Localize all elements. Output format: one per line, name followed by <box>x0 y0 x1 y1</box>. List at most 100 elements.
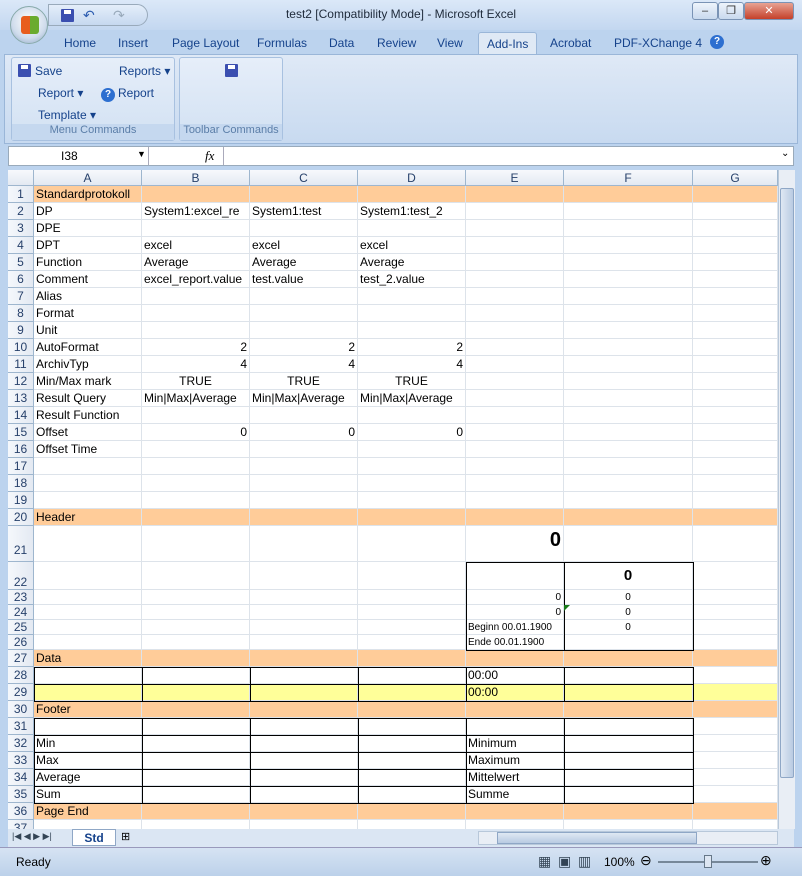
cell-E16[interactable] <box>466 441 564 458</box>
cell-C9[interactable] <box>250 322 358 339</box>
cell-G8[interactable] <box>693 305 778 322</box>
cell-G9[interactable] <box>693 322 778 339</box>
cell-G24[interactable] <box>693 605 778 620</box>
cell-B11[interactable]: 4 <box>142 356 250 373</box>
cell-C16[interactable] <box>250 441 358 458</box>
cell-F34[interactable] <box>564 769 693 786</box>
cell-D6[interactable]: test_2.value <box>358 271 466 288</box>
cell-A35[interactable]: Sum <box>34 786 142 803</box>
horizontal-scrollbar[interactable] <box>478 831 778 845</box>
cell-F18[interactable] <box>564 475 693 492</box>
cell-B17[interactable] <box>142 458 250 475</box>
row-header[interactable]: 19 <box>8 492 34 509</box>
cell-G27[interactable] <box>693 650 778 667</box>
cell-A17[interactable] <box>34 458 142 475</box>
cell-C36[interactable] <box>250 803 358 820</box>
row-header[interactable]: 32 <box>8 735 34 752</box>
cell-G7[interactable] <box>693 288 778 305</box>
cell-D11[interactable]: 4 <box>358 356 466 373</box>
cell-E35[interactable]: Summe <box>466 786 564 803</box>
cell-A30[interactable]: Footer <box>34 701 142 718</box>
row-header[interactable]: 24 <box>8 605 34 620</box>
cell-C5[interactable]: Average <box>250 254 358 271</box>
help-icon[interactable]: ? <box>710 35 724 49</box>
row-header[interactable]: 3 <box>8 220 34 237</box>
row-header[interactable]: 21 <box>8 526 34 562</box>
cell-F21[interactable] <box>564 526 693 562</box>
cell-A18[interactable] <box>34 475 142 492</box>
cell-A7[interactable]: Alias <box>34 288 142 305</box>
cell-B28[interactable] <box>142 667 250 684</box>
cell-F23[interactable]: 0 <box>564 590 693 605</box>
cell-C33[interactable] <box>250 752 358 769</box>
cell-A21[interactable] <box>34 526 142 562</box>
cell-C27[interactable] <box>250 650 358 667</box>
cell-C17[interactable] <box>250 458 358 475</box>
cell-E6[interactable] <box>466 271 564 288</box>
cell-G32[interactable] <box>693 735 778 752</box>
cell-B29[interactable] <box>142 684 250 701</box>
row-header[interactable]: 7 <box>8 288 34 305</box>
report-dropdown[interactable]: Report ▾ <box>38 86 84 100</box>
cell-G31[interactable] <box>693 718 778 735</box>
cell-F6[interactable] <box>564 271 693 288</box>
row-header[interactable]: 23 <box>8 590 34 605</box>
cell-F3[interactable] <box>564 220 693 237</box>
cell-G19[interactable] <box>693 492 778 509</box>
cell-E28[interactable]: 00:00 <box>466 667 564 684</box>
cell-G17[interactable] <box>693 458 778 475</box>
cell-F5[interactable] <box>564 254 693 271</box>
cell-A31[interactable] <box>34 718 142 735</box>
cell-C26[interactable] <box>250 635 358 650</box>
cell-F8[interactable] <box>564 305 693 322</box>
column-header-E[interactable]: E <box>466 170 564 186</box>
cell-G6[interactable] <box>693 271 778 288</box>
cell-D29[interactable] <box>358 684 466 701</box>
cell-F32[interactable] <box>564 735 693 752</box>
cell-G15[interactable] <box>693 424 778 441</box>
cell-G12[interactable] <box>693 373 778 390</box>
cell-B13[interactable]: Min|Max|Average <box>142 390 250 407</box>
cell-A14[interactable]: Result Function <box>34 407 142 424</box>
cell-B24[interactable] <box>142 605 250 620</box>
vertical-scrollbar[interactable] <box>778 170 795 829</box>
cell-E4[interactable] <box>466 237 564 254</box>
row-header[interactable]: 28 <box>8 667 34 684</box>
cell-A34[interactable]: Average <box>34 769 142 786</box>
cell-D35[interactable] <box>358 786 466 803</box>
cell-C22[interactable] <box>250 562 358 590</box>
row-header[interactable]: 30 <box>8 701 34 718</box>
cell-D13[interactable]: Min|Max|Average <box>358 390 466 407</box>
row-header[interactable]: 22 <box>8 562 34 590</box>
cell-A23[interactable] <box>34 590 142 605</box>
cell-F29[interactable] <box>564 684 693 701</box>
cell-F22[interactable]: 0 <box>564 562 693 590</box>
row-header[interactable]: 13 <box>8 390 34 407</box>
cell-C29[interactable] <box>250 684 358 701</box>
cell-E12[interactable] <box>466 373 564 390</box>
cell-C30[interactable] <box>250 701 358 718</box>
spreadsheet-grid[interactable]: A B C D E F G 1 Standardprotokoll 2 DP System1:exce… <box>8 170 778 829</box>
cell-G37[interactable] <box>693 820 778 829</box>
cell-D23[interactable] <box>358 590 466 605</box>
cell-F2[interactable] <box>564 203 693 220</box>
cell-A32[interactable]: Min <box>34 735 142 752</box>
cell-D2[interactable]: System1:test_2 <box>358 203 466 220</box>
cell-B33[interactable] <box>142 752 250 769</box>
row-header[interactable]: 1 <box>8 186 34 203</box>
cell-G16[interactable] <box>693 441 778 458</box>
cell-A4[interactable]: DPT <box>34 237 142 254</box>
column-header-F[interactable]: F <box>564 170 693 186</box>
cell-E8[interactable] <box>466 305 564 322</box>
row-header[interactable]: 17 <box>8 458 34 475</box>
cell-C34[interactable] <box>250 769 358 786</box>
cell-G2[interactable] <box>693 203 778 220</box>
sheet-nav-icon[interactable]: |◀ ◀ ▶ ▶| <box>12 831 52 841</box>
cell-A25[interactable] <box>34 620 142 635</box>
cell-A5[interactable]: Function <box>34 254 142 271</box>
cell-A26[interactable] <box>34 635 142 650</box>
cell-G33[interactable] <box>693 752 778 769</box>
formula-input[interactable] <box>223 147 783 165</box>
save-icon[interactable] <box>225 64 238 77</box>
normal-view-icon[interactable]: ▦ <box>538 853 552 869</box>
